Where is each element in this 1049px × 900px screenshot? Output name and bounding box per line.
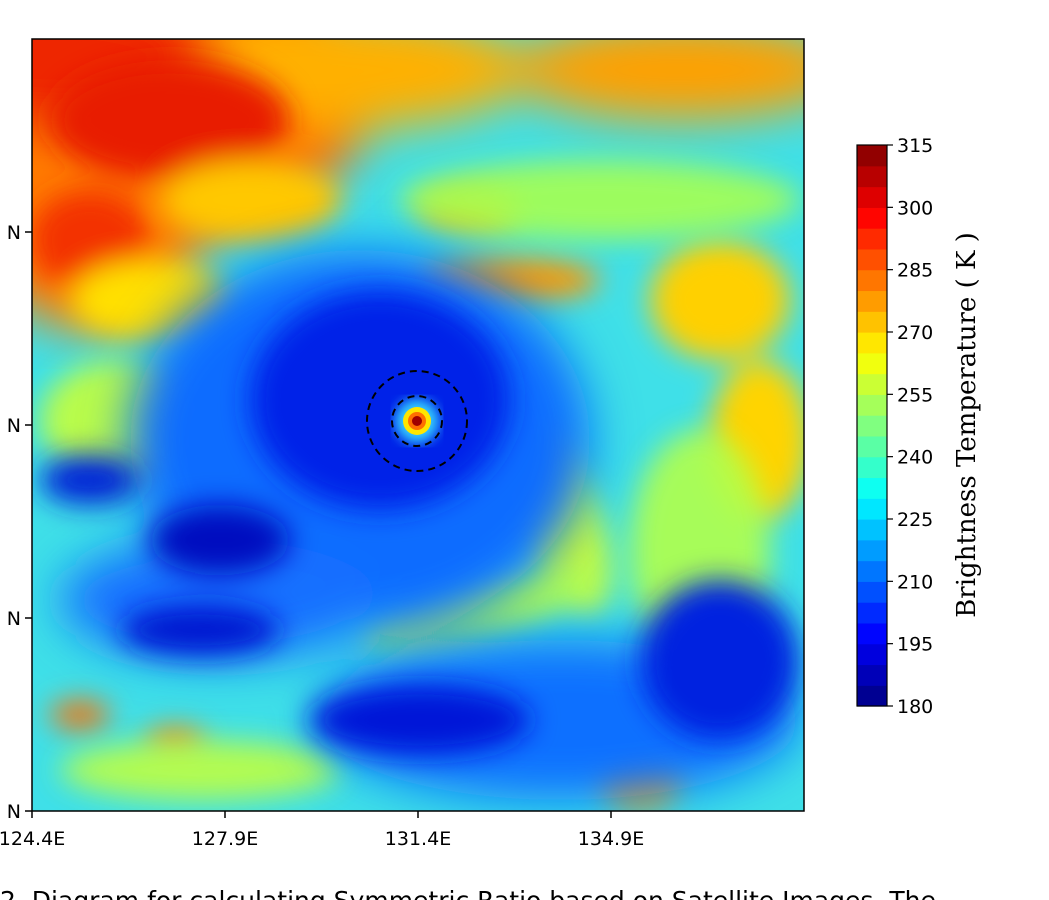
colorbar-bin <box>857 643 887 666</box>
colorbar-bin <box>857 664 887 686</box>
colorbar-bin <box>857 165 887 188</box>
x-tick-label: 124.4E <box>0 828 65 850</box>
colorbar-bin <box>857 228 887 250</box>
colorbar-label: Brightness Temperature ( K ) <box>952 232 982 618</box>
colorbar-tick-label: 210 <box>897 571 933 593</box>
caption-text: 2. Diagram for calculating Symmetric Rat… <box>0 886 936 900</box>
colorbar-bin <box>857 145 887 167</box>
colorbar-tick-label: 285 <box>897 260 933 282</box>
colorbar-bin <box>857 622 887 645</box>
colorbar-bin <box>857 415 887 437</box>
colorbar-bin <box>857 560 887 582</box>
colorbar-bin <box>857 269 887 292</box>
colorbar-tick-label: 315 <box>897 135 933 157</box>
colorbar-bin <box>857 394 887 416</box>
x-tick-label: 131.4E <box>385 828 451 850</box>
y-tick-label: N <box>7 415 21 437</box>
colorbar-tick-label: 180 <box>897 696 933 718</box>
colorbar-bin <box>857 602 887 624</box>
y-tick-label: N <box>7 801 21 823</box>
colorbar: 180 195 210 225 240 255 270 285 300 315 <box>856 135 933 718</box>
colorbar-bin <box>857 311 887 333</box>
colorbar-bin <box>857 207 887 229</box>
colorbar-bin <box>857 352 887 375</box>
colorbar-tick-label: 255 <box>897 384 933 406</box>
colorbar-frame <box>856 144 888 707</box>
x-axis: 124.4E 127.9E 131.4E 134.9E <box>0 811 644 850</box>
colorbar-tick-label: 225 <box>897 509 933 531</box>
inner-dashed-circle <box>391 395 443 447</box>
colorbar-tick-label: 270 <box>897 322 933 344</box>
satellite-image <box>32 39 804 811</box>
colorbar-bin <box>857 332 887 354</box>
colorbar-bin <box>857 186 887 208</box>
colorbar-bin <box>857 685 887 707</box>
x-tick-label: 127.9E <box>192 828 258 850</box>
figure-caption: 2. Diagram for calculating Symmetric Rat… <box>0 872 1049 900</box>
outer-dashed-circle <box>366 370 468 472</box>
y-axis: N N N N <box>7 222 32 823</box>
colorbar-bin <box>857 373 887 395</box>
colorbar-bin <box>857 456 887 479</box>
colorbar-bin <box>857 498 887 520</box>
y-tick-label: N <box>7 222 21 244</box>
x-tick-label: 134.9E <box>578 828 644 850</box>
colorbar-bin <box>857 477 887 499</box>
colorbar-bin <box>857 290 887 312</box>
colorbar-bin <box>857 248 887 271</box>
colorbar-bin <box>857 539 887 562</box>
y-tick-label: N <box>7 608 21 630</box>
colorbar-tick-label: 300 <box>897 197 933 219</box>
colorbar-tick-label: 195 <box>897 634 933 656</box>
colorbar-tick-label: 240 <box>897 447 933 469</box>
colorbar-bin <box>857 435 887 458</box>
colorbar-bin <box>857 581 887 603</box>
colorbar-bin <box>857 519 887 541</box>
